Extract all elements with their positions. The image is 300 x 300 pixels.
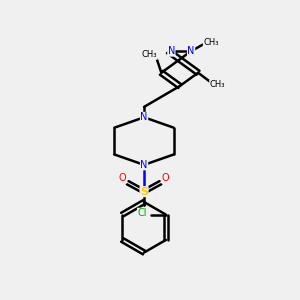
Text: O: O	[118, 173, 126, 183]
Text: N: N	[140, 160, 148, 170]
Text: O: O	[162, 173, 169, 183]
Text: Cl: Cl	[137, 208, 147, 218]
Text: CH₃: CH₃	[210, 80, 225, 89]
Text: N: N	[188, 46, 195, 56]
Text: N: N	[168, 46, 175, 56]
Text: CH₃: CH₃	[142, 50, 157, 59]
Text: CH₃: CH₃	[203, 38, 219, 47]
Text: N: N	[140, 112, 148, 122]
Text: S: S	[140, 187, 148, 196]
